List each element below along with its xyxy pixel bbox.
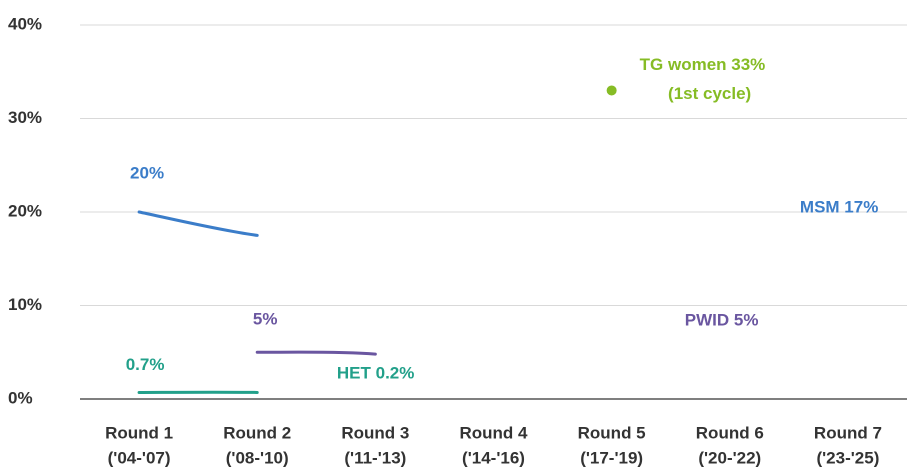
x-tick-label: Round 2: [223, 423, 291, 442]
x-tick-sublabel: ('11-'13): [344, 448, 406, 467]
y-tick-label: 0%: [8, 388, 33, 407]
point: [606, 85, 617, 96]
x-tick-sublabel: ('04-'07): [108, 448, 171, 467]
y-tick-label: 40%: [8, 14, 42, 33]
y-tick-label: 20%: [8, 201, 42, 220]
data-label: HET 0.2%: [337, 364, 414, 383]
line: [137, 210, 259, 237]
x-tick-sublabel: ('17-'19): [580, 448, 643, 467]
y-tick-label: 30%: [8, 108, 42, 127]
annotation: (1st cycle): [668, 84, 751, 103]
x-tick-label: Round 5: [578, 423, 646, 442]
x-tick-sublabel: ('08-'10): [226, 448, 289, 467]
data-label: 0.7%: [126, 355, 165, 374]
x-tick-label: Round 4: [460, 423, 529, 442]
x-tick-sublabel: ('23-'25): [816, 448, 879, 467]
x-tick-label: Round 7: [814, 423, 882, 442]
line: [255, 350, 377, 356]
y-tick-label: 10%: [8, 295, 42, 314]
data-label: 5%: [253, 310, 278, 329]
x-tick-sublabel: ('20-'22): [698, 448, 761, 467]
x-tick-label: Round 1: [105, 423, 173, 442]
data-label: PWID 5%: [685, 311, 759, 330]
x-tick-label: Round 6: [696, 423, 764, 442]
x-tick-sublabel: ('14-'16): [462, 448, 525, 467]
data-label: 20%: [130, 163, 164, 182]
data-label: TG women 33%: [640, 55, 766, 74]
data-label: MSM 17%: [800, 198, 878, 217]
x-tick-label: Round 3: [341, 423, 409, 442]
